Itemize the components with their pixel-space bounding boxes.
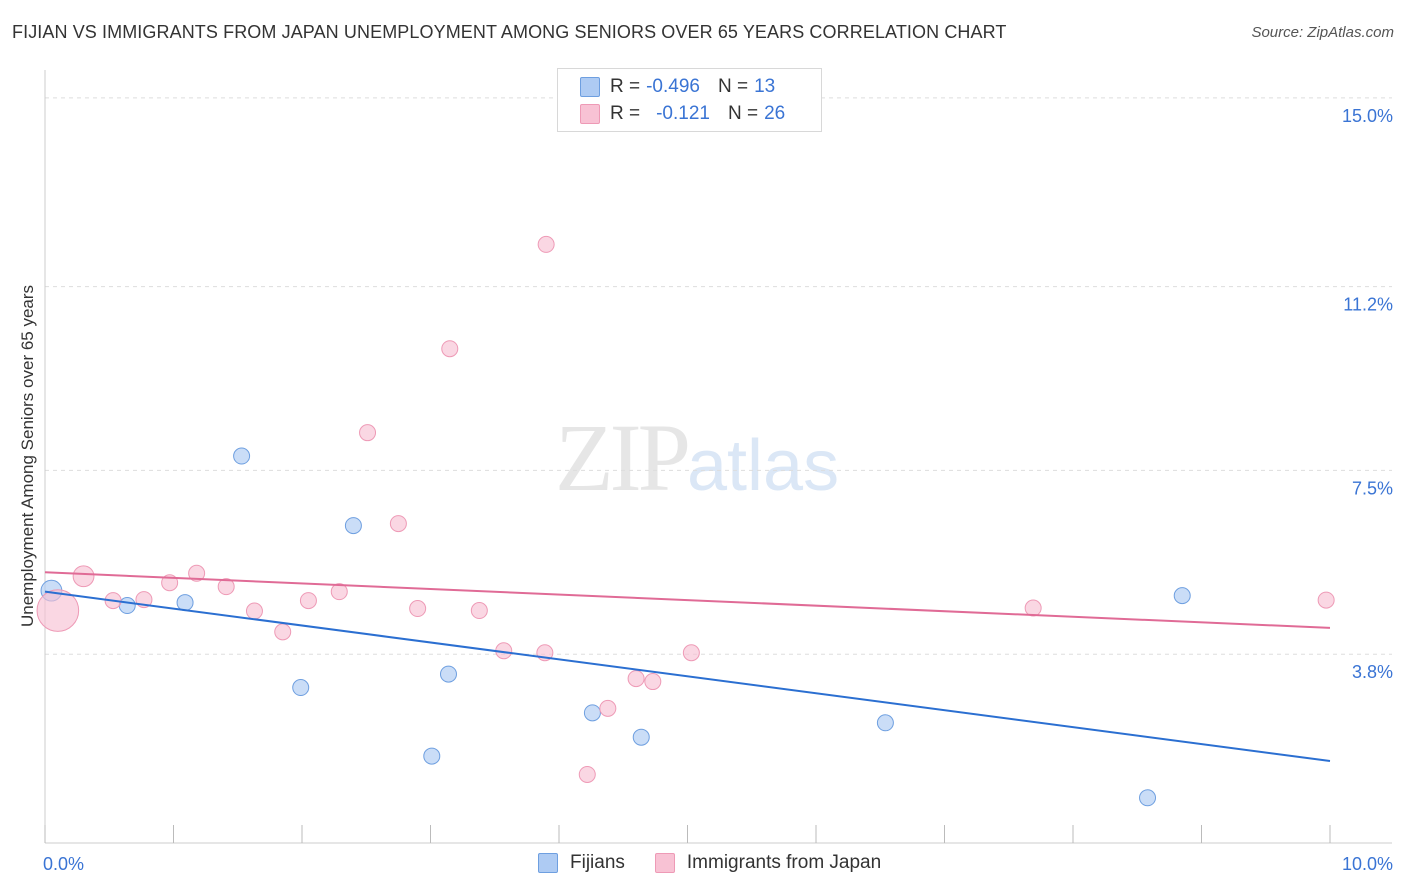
point-fijians — [118, 597, 136, 615]
trend-line-fijians — [44, 590, 1331, 763]
point-japan — [470, 602, 488, 620]
legend-n-value-japan: 26 — [764, 103, 786, 124]
point-japan — [627, 670, 645, 688]
series-swatch-japan — [654, 853, 675, 873]
y-tick-label: 3.8% — [1352, 662, 1393, 682]
point-japan — [72, 565, 95, 588]
point-japan — [245, 602, 263, 620]
point-fijians — [344, 517, 362, 535]
legend-swatch-japan — [580, 104, 600, 124]
point-fijians — [1173, 587, 1191, 605]
point-fijians — [176, 594, 194, 612]
series-label-japan: Immigrants from Japan — [686, 852, 882, 873]
legend-r-value-fijians: -0.496 — [646, 76, 700, 97]
point-japan — [441, 340, 459, 358]
legend-row-japan: R = -0.121 N = 26 — [580, 102, 785, 126]
point-fijians — [632, 728, 650, 746]
point-fijians — [1139, 789, 1157, 807]
point-japan — [1024, 599, 1042, 617]
legend-r-label: R = — [610, 76, 641, 97]
point-fijians — [583, 704, 601, 722]
point-japan — [409, 600, 427, 618]
point-fijians — [439, 665, 457, 683]
point-japan — [330, 583, 348, 601]
watermark-atlas: atlas — [687, 426, 840, 506]
correlation-legend: R = -0.496 N = 13 R = -0.121 N = 26 — [557, 68, 822, 132]
point-fijians — [423, 747, 441, 765]
chart-title: FIJIAN VS IMMIGRANTS FROM JAPAN UNEMPLOY… — [12, 22, 1007, 42]
y-tick-label: 11.2% — [1343, 295, 1393, 315]
x-tick-label: 10.0% — [1342, 854, 1393, 874]
point-japan — [217, 578, 235, 596]
series-label-fijians: Fijians — [570, 852, 625, 873]
legend-r-label: R = — [610, 103, 641, 124]
y-tick-label: 7.5% — [1352, 478, 1393, 498]
trend-line-japan — [44, 571, 1331, 629]
point-japan — [682, 644, 700, 662]
point-japan — [578, 765, 596, 783]
series-legend-fijians: Fijians — [538, 852, 625, 874]
point-japan — [389, 515, 407, 533]
point-japan — [1317, 591, 1335, 609]
legend-n-value-fijians: 13 — [754, 76, 776, 97]
series-legend-japan: Immigrants from Japan — [654, 852, 882, 874]
point-japan — [359, 424, 377, 442]
source-label: Source: ZipAtlas.com — [1251, 24, 1394, 41]
point-fijians — [292, 679, 310, 697]
point-japan — [537, 235, 555, 253]
watermark: ZIPatlas — [555, 402, 839, 513]
watermark-zip: ZIP — [555, 404, 691, 511]
legend-n-label: N = — [727, 103, 759, 124]
point-japan — [644, 673, 662, 691]
legend-r-value-japan: -0.121 — [656, 103, 710, 124]
point-fijians — [876, 714, 894, 732]
point-fijians — [233, 447, 251, 465]
point-japan — [188, 564, 206, 582]
point-japan — [599, 699, 617, 717]
legend-row-fijians: R = -0.496 N = 13 — [580, 75, 775, 99]
series-swatch-fijians — [538, 853, 558, 873]
legend-n-label: N = — [717, 76, 749, 97]
point-japan — [36, 589, 80, 632]
point-japan — [274, 623, 292, 641]
series-legend: Fijians Immigrants from Japan — [538, 852, 911, 874]
y-tick-label: 15.0% — [1342, 106, 1393, 126]
x-tick-label: 0.0% — [43, 854, 84, 874]
point-japan — [299, 592, 317, 610]
legend-swatch-fijians — [580, 77, 600, 97]
